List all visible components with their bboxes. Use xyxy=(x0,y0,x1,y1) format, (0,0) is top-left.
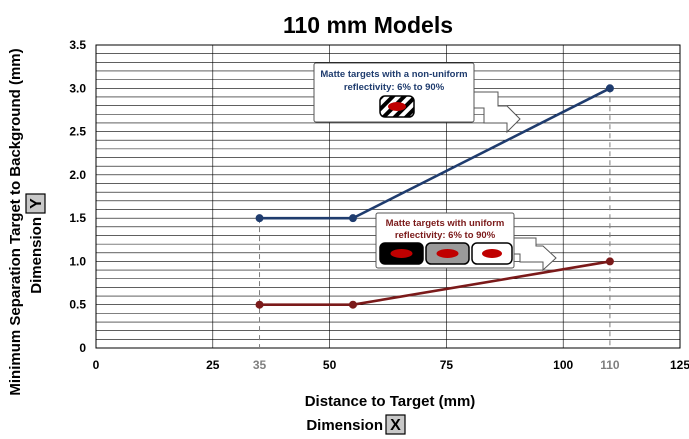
x-tick-label: 110 xyxy=(600,358,620,372)
data-point xyxy=(348,214,357,223)
y-dimension-letter: Y xyxy=(28,198,45,209)
callout-line-2: reflectivity: 6% to 90% xyxy=(344,82,445,93)
y-tick-label: 2.5 xyxy=(69,125,86,139)
y-tick-label: 1.5 xyxy=(69,211,86,225)
x-tick-label: 35 xyxy=(253,358,267,372)
callout-line-1: Matte targets with a non-uniform xyxy=(320,69,467,80)
target-spot-icon xyxy=(482,249,502,258)
y-tick-label: 3.0 xyxy=(69,81,86,95)
y-tick-label: 1.0 xyxy=(69,254,86,268)
callout-line-2: reflectivity: 6% to 90% xyxy=(395,230,496,241)
x-tick-label: 25 xyxy=(206,358,220,372)
x-axis-label: Distance to Target (mm) xyxy=(305,393,476,410)
y-dimension-box xyxy=(25,193,46,214)
x-tick-label: 75 xyxy=(440,358,454,372)
data-point xyxy=(605,84,614,93)
x-axis-dimension-prefix: Dimension xyxy=(306,417,383,434)
target-spot-icon xyxy=(388,102,406,111)
data-point xyxy=(255,214,264,223)
y-tick-label: 0 xyxy=(79,341,86,355)
x-dimension-box xyxy=(385,414,406,435)
y-axis-label: Minimum Separation Target to Background … xyxy=(7,48,24,395)
data-point xyxy=(255,300,264,309)
callout-line-1: Matte targets with uniform xyxy=(386,218,505,229)
arrow-icon xyxy=(473,91,521,134)
callout-non-uniform: Matte targets with a non-uniform reflect… xyxy=(313,62,521,134)
data-point xyxy=(605,257,614,266)
target-spot-icon xyxy=(390,249,413,258)
plot-border xyxy=(95,44,681,349)
arrow-icon xyxy=(513,237,557,272)
data-point xyxy=(348,300,357,309)
y-tick-labels: 0 0.5 1.0 1.5 2.0 2.5 3.0 3.5 xyxy=(69,38,86,355)
x-dimension-letter: X xyxy=(390,417,401,434)
x-tick-label: 100 xyxy=(553,358,573,372)
target-spot-icon xyxy=(436,249,459,258)
x-tick-labels: 0 25 35 50 75 100 110 125 xyxy=(93,358,689,372)
y-axis-dimension-prefix: Dimension xyxy=(28,217,45,294)
series-lines xyxy=(255,84,614,309)
y-tick-label: 2.0 xyxy=(69,168,86,182)
x-tick-label: 50 xyxy=(323,358,337,372)
reference-dashes xyxy=(259,88,611,348)
x-tick-label: 125 xyxy=(670,358,689,372)
callout-uniform: Matte targets with uniform reflectivity:… xyxy=(375,212,557,272)
x-tick-label: 0 xyxy=(93,358,100,372)
y-tick-label: 0.5 xyxy=(69,298,86,312)
y-tick-label: 3.5 xyxy=(69,38,86,52)
chart-title: 110 mm Models xyxy=(283,12,453,38)
